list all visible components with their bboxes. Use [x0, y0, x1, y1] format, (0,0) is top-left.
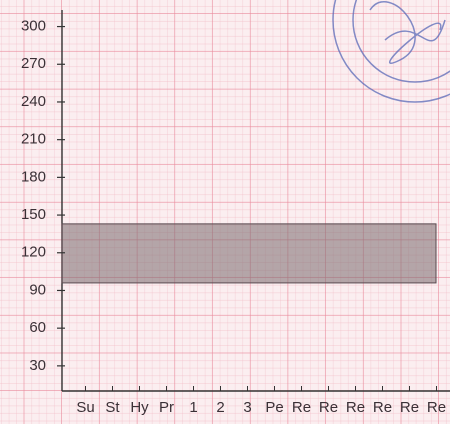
y-tick-label: 270 [21, 55, 46, 72]
y-tick-label: 90 [29, 281, 46, 298]
x-tick-label: Re [346, 399, 365, 416]
x-tick-label: Pr [159, 399, 174, 416]
x-tick-label: Re [292, 399, 311, 416]
y-tick-label: 300 [21, 18, 46, 35]
y-tick-label: 150 [21, 206, 46, 223]
x-tick-label: Hy [130, 399, 149, 416]
x-tick-label: Pe [265, 399, 283, 416]
x-tick-label: Re [373, 399, 392, 416]
x-tick-label: Re [319, 399, 338, 416]
y-tick-label: 210 [21, 131, 46, 148]
x-tick-label: Re [400, 399, 419, 416]
y-tick-label: 240 [21, 93, 46, 110]
x-tick-label: 1 [189, 399, 197, 416]
x-tick-label: St [105, 399, 120, 416]
x-tick-label: 2 [216, 399, 224, 416]
y-tick-label: 120 [21, 244, 46, 261]
normal-range-band [61, 223, 437, 284]
x-tick-label: Su [76, 399, 94, 416]
y-tick-label: 30 [29, 357, 46, 374]
stamp [332, 0, 450, 103]
y-tick-label: 60 [29, 319, 46, 336]
y-tick-label: 180 [21, 168, 46, 185]
x-tick-label: Re [427, 399, 446, 416]
x-tick-label: 3 [243, 399, 251, 416]
